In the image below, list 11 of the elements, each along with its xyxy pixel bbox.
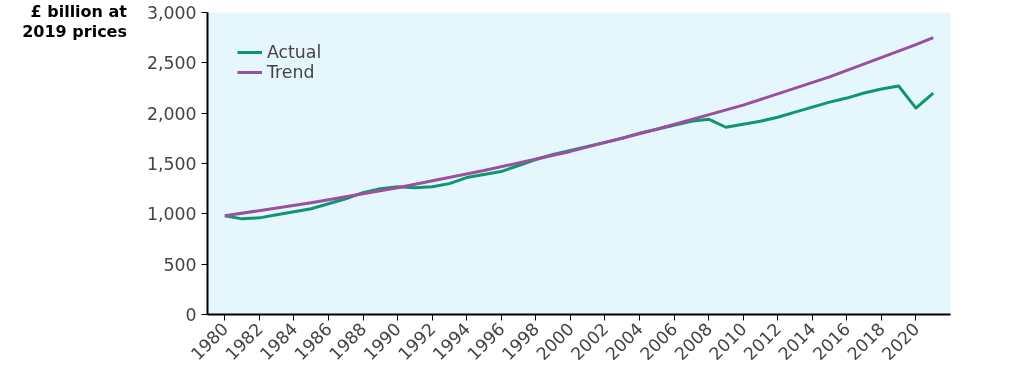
y-tick-label: 1,000 xyxy=(146,204,197,225)
y-tick-label: 2,000 xyxy=(146,103,197,124)
legend-label: Actual xyxy=(267,42,322,62)
y-tick-label: 3,000 xyxy=(146,3,197,23)
y-tick-label: 500 xyxy=(163,254,197,275)
legend-label: Trend xyxy=(267,62,315,82)
y-tick-label: 0 xyxy=(185,305,197,325)
y-axis-title: £ billion at 2019 prices xyxy=(21,2,127,42)
y-tick-label: 1,500 xyxy=(146,154,197,174)
line-series xyxy=(223,36,935,218)
y-tick-label: 2,500 xyxy=(146,53,197,74)
